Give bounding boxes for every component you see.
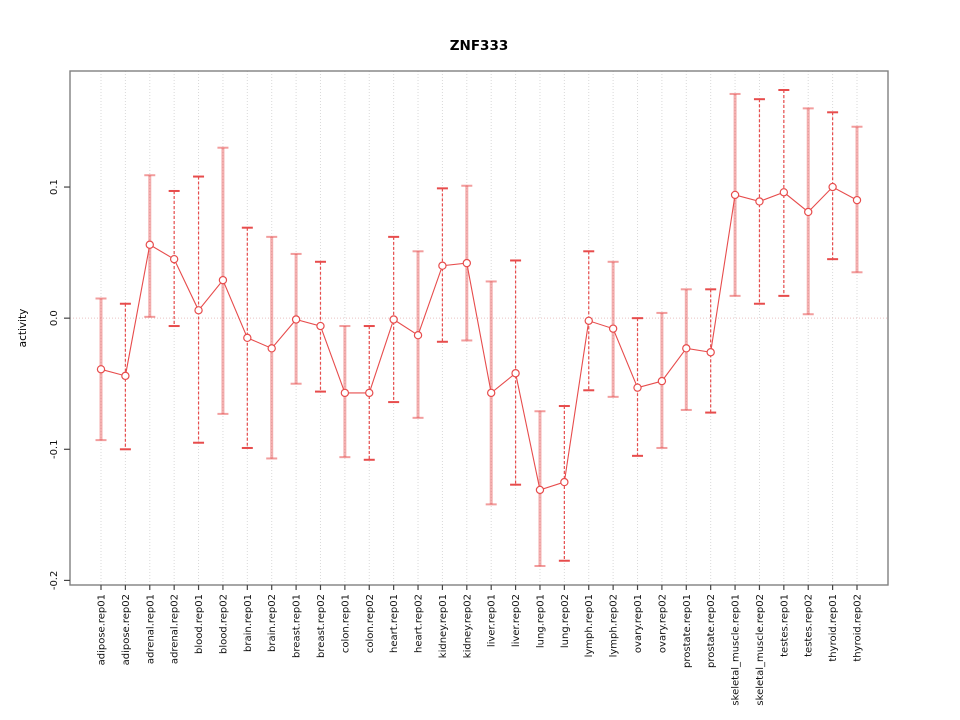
data-point [96,365,106,374]
data-point [340,388,350,398]
data-point [169,254,179,264]
data-point [755,197,764,206]
x-tick-label: blood.rep01 [194,594,205,654]
y-tick-label: 0.0 [49,310,60,326]
data-point [365,388,374,398]
x-tick-label: liver.rep02 [511,594,522,647]
y-tick-label: 0.1 [49,179,60,195]
chart-title: ZNF333 [449,38,509,54]
data-point [657,376,667,386]
x-tick-label: brain.rep02 [267,594,278,652]
data-point [828,182,837,192]
x-tick-label: brain.rep01 [243,594,254,652]
x-tick-label: lymph.rep02 [609,594,620,657]
y-tick-label: -0.2 [49,571,60,591]
x-tick-label: lung.rep02 [560,594,571,648]
y-tick-label: -0.1 [49,440,60,460]
x-tick-label: lung.rep01 [535,594,546,648]
x-tick-label: ovary.rep02 [657,594,668,653]
x-tick-label: prostate.rep01 [682,594,693,668]
x-tick-label: testes.rep02 [804,594,815,657]
data-point [389,315,398,324]
data-point [291,315,301,324]
y-axis-label: activity [17,309,29,348]
x-tick-label: kidney.rep01 [438,594,449,658]
data-point [194,306,203,315]
x-tick-label: colon.rep01 [340,594,351,653]
data-point [852,195,862,205]
data-point [413,331,423,340]
x-tick-label: colon.rep02 [365,594,376,653]
x-tick-label: thyroid.rep02 [853,594,864,662]
x-tick-label: thyroid.rep01 [828,594,839,662]
x-tick-label: liver.rep01 [487,594,498,647]
data-point [462,258,472,268]
data-point [218,275,228,285]
x-tick-label: adrenal.rep01 [145,594,156,664]
x-tick-label: testes.rep01 [779,594,790,657]
data-point [584,316,593,325]
data-point [804,207,813,217]
x-tick-label: breast.rep02 [316,594,327,658]
data-point [633,383,642,392]
x-tick-label: breast.rep01 [292,594,303,658]
data-point [438,261,447,270]
data-point [316,321,325,331]
x-tick-label: lymph.rep01 [584,594,595,657]
series-line [100,186,858,491]
plot-border [69,70,889,586]
x-tick-label: prostate.rep02 [706,594,717,668]
data-point [511,369,520,378]
x-tick-label: heart.rep02 [414,594,425,653]
x-tick-label: heart.rep01 [389,594,400,653]
data-point [608,324,618,333]
series-line-layer [100,186,858,491]
x-tick-label: kidney.rep02 [462,594,473,658]
x-tick-label: skeletal_muscle.rep01 [731,594,742,706]
data-point [779,188,789,197]
data-point [730,190,740,200]
data-point [535,485,545,495]
data-point [121,371,130,381]
x-tick-label: adrenal.rep02 [170,594,181,664]
data-point [267,344,276,353]
x-tick-label: skeletal_muscle.rep02 [755,594,766,706]
data-point [706,348,715,357]
data-point [145,240,154,249]
data-point [243,333,252,343]
data-point [486,388,496,398]
x-tick-label: adipose.rep01 [97,594,108,665]
x-tick-label: adipose.rep02 [121,594,132,665]
x-tick-label: ovary.rep01 [633,594,644,653]
x-tick-label: blood.rep02 [218,594,229,654]
data-point [560,477,569,487]
data-point [682,344,691,353]
axes-layer: 0.1 0.0 -0.1 -0.2 adipose.rep01 adipose.rep02… [49,179,864,705]
data-points-layer [96,182,862,495]
